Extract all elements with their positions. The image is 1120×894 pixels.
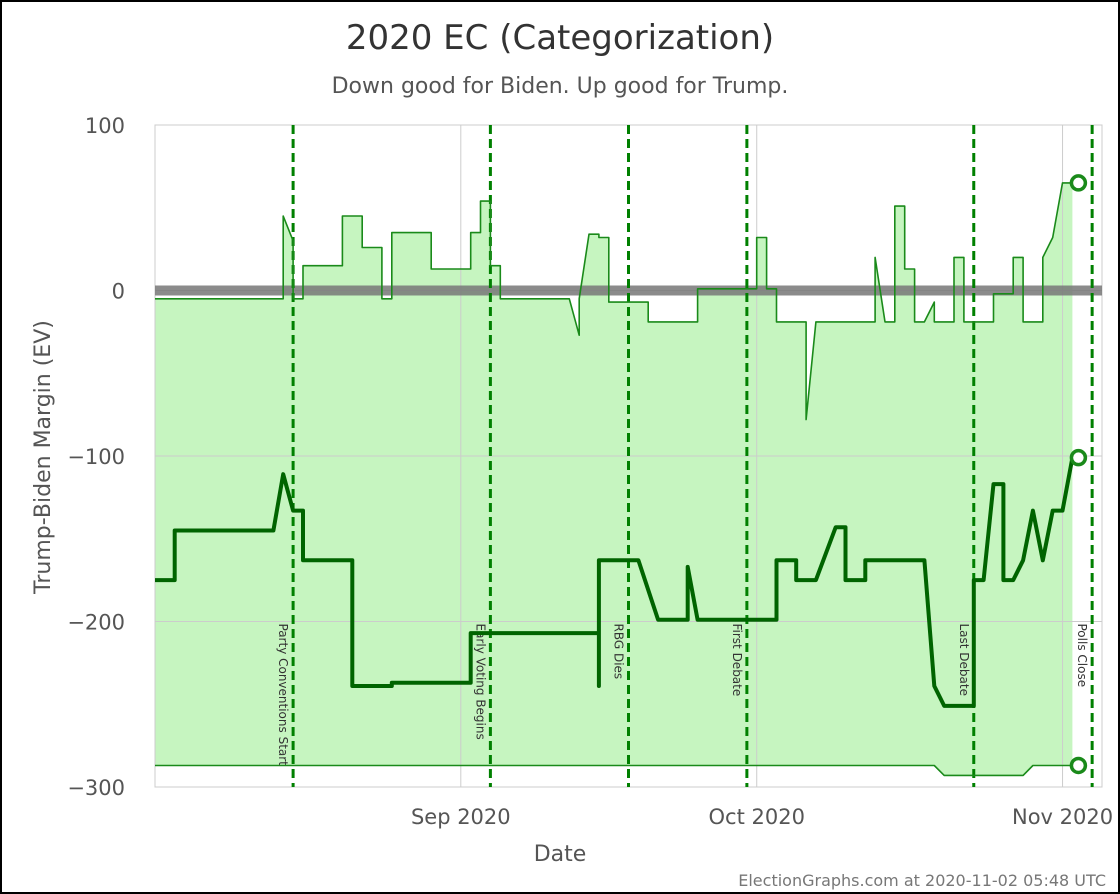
credit-text: ElectionGraphs.com at 2020-11-02 05:48 U… <box>738 871 1106 890</box>
y-axis-label: Trump-Biden Margin (EV) <box>31 320 56 595</box>
upper-series-line <box>155 182 1073 421</box>
x-axis-ticks: Sep 2020 Oct 2020 Nov 2020 <box>411 805 1113 829</box>
y-tick-label: −300 <box>67 776 125 800</box>
event-label: First Debate <box>730 624 744 697</box>
x-tick-label: Nov 2020 <box>1012 805 1113 829</box>
endpoint-markers <box>1069 174 1088 775</box>
x-tick-label: Sep 2020 <box>411 805 511 829</box>
x-axis-label: Date <box>534 842 587 867</box>
range-band <box>155 182 1073 776</box>
chart-title: 2020 EC (Categorization) <box>346 18 774 58</box>
upper-endpoint-marker <box>1069 174 1088 192</box>
series-lines <box>155 182 1075 777</box>
lower-endpoint-marker <box>1069 756 1088 775</box>
event-label: Party Conventions Start <box>276 624 290 767</box>
y-tick-label: −200 <box>67 611 125 635</box>
chart-subtitle: Down good for Biden. Up good for Trump. <box>332 74 789 99</box>
event-label: Early Voting Begins <box>473 624 487 740</box>
expected-series-line <box>155 457 1075 708</box>
range-band-fill <box>155 182 1073 776</box>
event-label: Last Debate <box>957 624 971 697</box>
event-label: Polls Close <box>1075 624 1089 688</box>
expected-endpoint-marker <box>1069 448 1088 467</box>
y-axis-ticks: 100 0 −100 −200 −300 <box>67 114 125 800</box>
y-tick-label: −100 <box>67 445 125 469</box>
y-tick-label: 100 <box>85 114 125 138</box>
y-tick-label: 0 <box>112 280 125 304</box>
event-label: RBG Dies <box>612 624 626 680</box>
lower-series-line <box>155 764 1073 777</box>
x-tick-label: Oct 2020 <box>709 805 805 829</box>
